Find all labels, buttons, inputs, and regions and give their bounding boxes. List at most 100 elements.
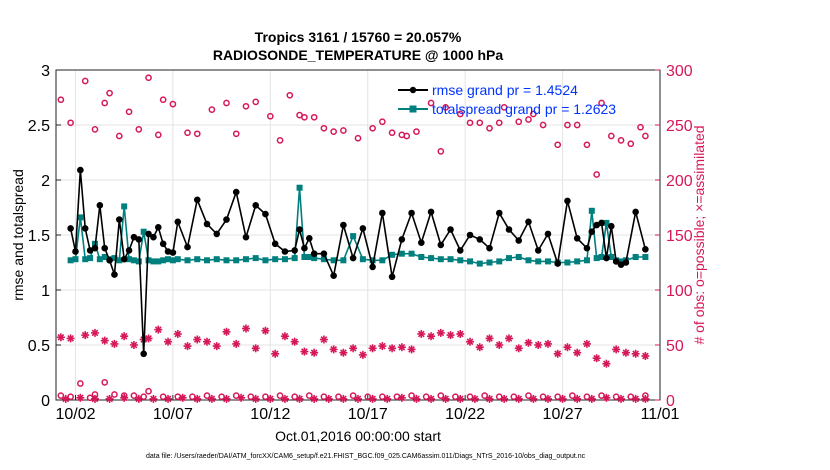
obs-assimilated-point: [149, 394, 158, 403]
spread-point: [116, 257, 123, 264]
spread-point: [174, 256, 181, 263]
obs-assimilated-stroke: [603, 360, 610, 368]
y2-tick-label: 150: [666, 228, 693, 245]
obs-assimilated-stroke: [296, 395, 303, 403]
obs-assimilated-stroke: [57, 333, 65, 341]
rmse-point: [262, 210, 269, 218]
rmse-point: [437, 241, 445, 249]
obs-assimilated-stroke: [106, 395, 113, 403]
obs-assimilated-stroke: [349, 344, 357, 352]
spread-point: [603, 219, 610, 226]
obs-assimilated-point: [417, 330, 426, 338]
obs-assimilated-stroke: [642, 352, 649, 360]
rmse-point: [369, 263, 376, 271]
obs-assimilated-point: [621, 348, 630, 357]
rmse-point: [184, 243, 191, 251]
spread-point: [369, 257, 376, 264]
obs-assimilated-point: [466, 337, 475, 346]
obs-possible-point: [393, 393, 401, 401]
obs-possible-point: [252, 98, 260, 106]
obs-possible-point: [413, 128, 420, 135]
obs-possible-point: [442, 104, 450, 111]
obs-assimilated-stroke: [310, 395, 318, 403]
obs-assimilated-point: [505, 334, 513, 343]
obs-assimilated-point: [412, 394, 421, 403]
obs-assimilated-point: [397, 393, 406, 402]
obs-assimilated-point: [90, 328, 99, 337]
obs-assimilated-point: [558, 394, 567, 403]
y-tick-label: 2: [41, 173, 50, 190]
spread-point: [233, 257, 240, 264]
obs-possible-point: [135, 126, 143, 133]
rmse-point: [612, 258, 620, 265]
obs-assimilated-point: [207, 394, 216, 403]
rmse-point: [174, 218, 182, 226]
obs-assimilated-point: [339, 348, 348, 357]
obs-possible-point: [101, 99, 109, 107]
obs-assimilated-point: [641, 352, 650, 360]
rmse-point: [232, 188, 240, 196]
rmse-point: [96, 202, 104, 209]
spread-point: [130, 257, 137, 264]
obs-assimilated-stroke: [486, 395, 493, 403]
obs-assimilated-stroke: [588, 395, 596, 403]
obs-assimilated-stroke: [593, 354, 601, 362]
obs-assimilated-stroke: [534, 341, 542, 349]
obs-assimilated-point: [358, 350, 367, 359]
obs-assimilated-stroke: [388, 344, 396, 352]
obs-assimilated-point: [154, 325, 163, 334]
obs-assimilated-point: [427, 332, 436, 341]
obs-possible-point: [145, 387, 152, 395]
rmse-point: [111, 271, 118, 278]
obs-assimilated-stroke: [427, 395, 435, 403]
legend: rmse grand pr = 1.4524 totalspread grand…: [398, 82, 616, 117]
x-tick-label: 10/22: [445, 406, 485, 423]
obs-assimilated-stroke: [456, 395, 464, 403]
obs-possible-point: [125, 108, 133, 116]
obs-assimilated-stroke: [223, 395, 230, 403]
data-marks: [56, 74, 650, 403]
obs-assimilated-stroke: [583, 340, 591, 348]
obs-possible-point: [617, 137, 625, 144]
obs-assimilated-point: [563, 343, 572, 352]
obs-assimilated-stroke: [442, 395, 450, 403]
x-axis: 10/02 10/07 10/12 10/17 10/22 10/27 11/01: [55, 395, 680, 423]
obs-assimilated-stroke: [266, 395, 274, 403]
obs-assimilated-point: [388, 344, 397, 353]
obs-possible-point: [388, 129, 396, 137]
obs-assimilated-point: [56, 333, 65, 342]
spread-point: [632, 254, 639, 260]
obs-assimilated-stroke: [573, 349, 581, 357]
obs-assimilated-point: [271, 349, 280, 358]
obs-assimilated-stroke: [193, 336, 201, 343]
obs-possible-point: [593, 171, 601, 178]
rmse-point: [583, 244, 591, 252]
spread-point: [311, 255, 318, 262]
rmse-point: [607, 222, 615, 230]
obs-assimilated-point: [441, 394, 450, 403]
spread-point: [398, 250, 405, 257]
obs-assimilated-point: [129, 341, 138, 349]
spread-point: [457, 257, 464, 264]
rmse-point: [398, 236, 406, 243]
obs-possible-point: [486, 124, 493, 132]
obs-assimilated-stroke: [437, 329, 445, 337]
obs-assimilated-point: [261, 326, 270, 335]
obs-assimilated-point: [222, 327, 231, 336]
obs-possible-point: [320, 124, 328, 132]
obs-assimilated-stroke: [120, 332, 128, 340]
obs-assimilated-point: [631, 394, 640, 403]
rmse-point: [145, 230, 152, 238]
obs-assimilated-point: [602, 393, 611, 402]
obs-assimilated-stroke: [67, 335, 74, 342]
x-axis-label: Oct.01,2016 00:00:00 start: [275, 428, 441, 444]
obs-possible-point: [354, 134, 362, 142]
obs-possible-point: [77, 380, 84, 387]
obs-assimilated-stroke: [544, 395, 552, 403]
obs-assimilated-stroke: [184, 342, 191, 350]
rmse-point: [495, 209, 503, 217]
obs-assimilated-point: [602, 359, 611, 368]
chart-subtitle: RADIOSONDE_TEMPERATURE @ 1000 hPa: [213, 47, 504, 63]
obs-assimilated-point: [587, 394, 596, 403]
spread-point: [252, 255, 259, 262]
